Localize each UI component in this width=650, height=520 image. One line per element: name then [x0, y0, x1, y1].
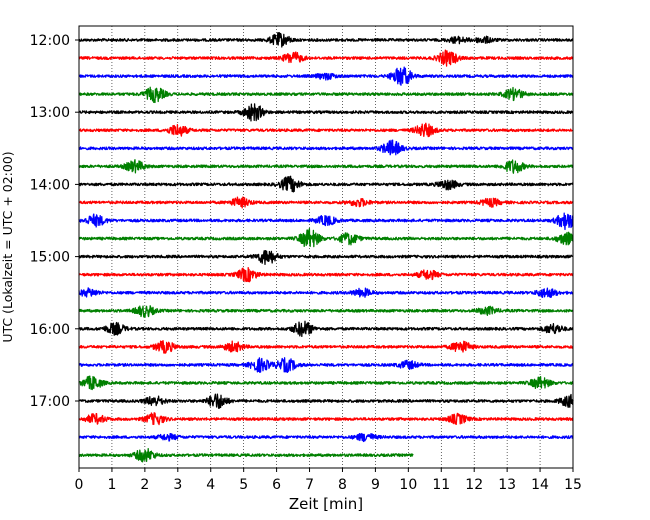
trace-line: [78, 267, 574, 283]
trace-line: [78, 103, 574, 122]
x-axis: 0 1 2 3 4 5 6 7 8 9 10 11 12 13 14 15: [75, 468, 582, 493]
y-tick-label: 14:00: [30, 177, 70, 193]
x-tick-label: 2: [140, 477, 149, 493]
y-tick-label: 17:00: [30, 394, 70, 410]
trace-line: [78, 412, 574, 426]
trace-line: [78, 32, 574, 48]
trace-line: [78, 228, 574, 248]
trace-line: [78, 320, 574, 338]
trace-line: [78, 86, 574, 104]
x-tick-label: 3: [173, 477, 182, 493]
x-tick-label: 6: [272, 477, 281, 493]
x-tick-label: 14: [531, 477, 549, 493]
trace-line: [78, 212, 574, 231]
x-tick-label: 11: [432, 477, 450, 493]
traces: [78, 32, 574, 463]
y-tick-label: 16:00: [30, 322, 70, 338]
plot-frame: [78, 25, 574, 469]
x-tick-label: 9: [371, 477, 380, 493]
y-axis: 12:00 13:00 14:00 15:00 16:00 17:00: [30, 33, 79, 410]
x-tick-label: 7: [305, 477, 314, 493]
trace-line: [78, 139, 574, 156]
x-tick-label: 4: [206, 477, 215, 493]
x-tick-label: 1: [107, 477, 116, 493]
plot-area: [79, 26, 573, 468]
trace-line: [78, 447, 414, 463]
trace-line: [78, 393, 574, 409]
y-tick-label: 12:00: [30, 33, 70, 49]
trace-line: [78, 66, 574, 86]
x-tick-label: 15: [564, 477, 582, 493]
trace-line: [78, 175, 574, 193]
trace-line: [78, 159, 574, 174]
trace-line: [78, 49, 574, 67]
y-axis-label: UTC (Lokalzeit = UTC + 02:00): [0, 151, 15, 342]
x-tick-label: 12: [465, 477, 483, 493]
trace-line: [78, 305, 574, 318]
trace-line: [78, 249, 574, 266]
trace-line: [78, 339, 574, 354]
x-tick-label: 8: [338, 477, 347, 493]
y-tick-label: 13:00: [30, 105, 70, 121]
trace-line: [78, 375, 574, 391]
x-tick-label: 0: [75, 477, 84, 493]
x-tick-label: 5: [239, 477, 248, 493]
trace-line: [78, 196, 574, 209]
x-tick-label: 10: [399, 477, 417, 493]
trace-line: [78, 432, 574, 443]
x-tick-label: 13: [498, 477, 516, 493]
x-axis-label: Zeit [min]: [289, 495, 363, 513]
trace-line: [78, 122, 574, 138]
y-tick-label: 15:00: [30, 250, 70, 266]
trace-line: [78, 287, 574, 299]
trace-line: [78, 357, 574, 374]
